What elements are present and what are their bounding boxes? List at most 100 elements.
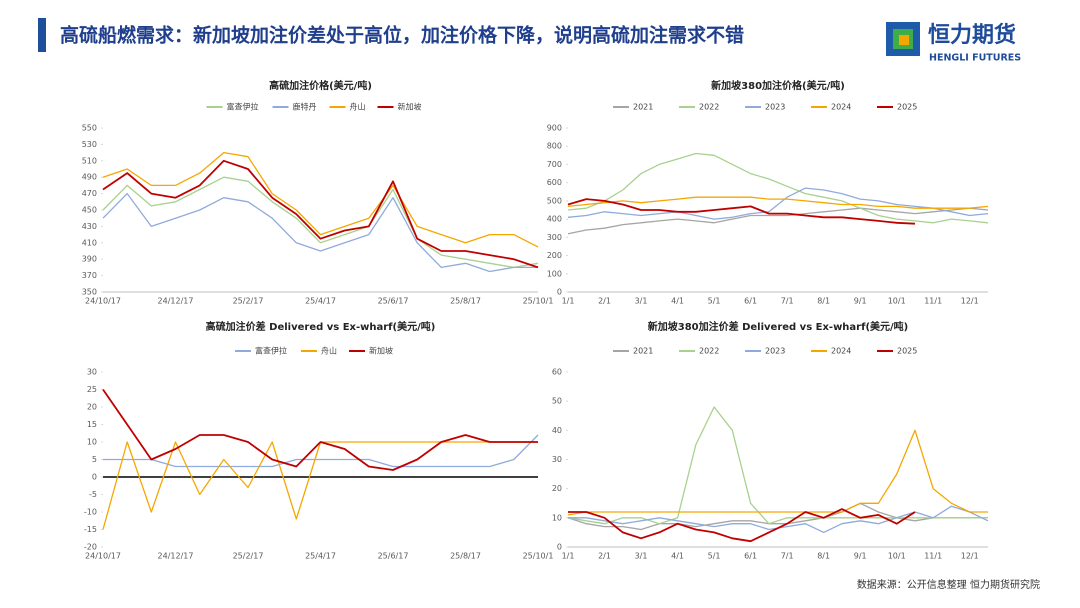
x-tick-label: 6/1: [744, 552, 757, 561]
x-tick-label: 5/1: [708, 552, 721, 561]
legend-label: 2021: [633, 347, 653, 356]
x-tick-label: 8/1: [817, 552, 830, 561]
x-tick-label: 6/1: [744, 297, 757, 306]
x-tick-label: 25/4/17: [305, 552, 336, 561]
series-line: [567, 187, 989, 220]
series-line: [102, 176, 539, 269]
y-tick-label: 430: [82, 222, 97, 231]
legend-label: 2024: [831, 347, 851, 356]
series-line: [102, 192, 538, 273]
x-tick-label: 25/10/1: [523, 552, 554, 561]
y-tick-label: 60: [552, 368, 562, 377]
y-tick-label: 410: [82, 238, 97, 247]
slide-title: 高硫船燃需求：新加坡加注价差处于高位，加注价格下降，说明高硫加注需求不错: [60, 24, 744, 47]
x-tick-label: 25/8/17: [450, 297, 481, 306]
chart: 新加坡380加注价差 Delivered vs Ex-wharf(美元/吨) 20…: [552, 320, 989, 561]
chart-title: 新加坡380加注价格(美元/吨): [711, 79, 845, 92]
y-tick-label: 10: [87, 438, 97, 447]
y-tick-label: 600: [547, 178, 562, 187]
y-tick-label: 530: [82, 140, 97, 149]
x-tick-label: 4/1: [671, 552, 684, 561]
legend-label: 鹿特丹: [293, 102, 317, 112]
x-tick-label: 12/1: [961, 552, 979, 561]
logo-cn: 恒力期货: [928, 22, 1016, 48]
y-tick-label: -15: [84, 525, 97, 534]
series-line: [103, 434, 539, 468]
y-tick-label: 550: [82, 124, 97, 133]
y-tick-label: 0: [92, 473, 97, 482]
chart: 新加坡380加注价格(美元/吨) 2021 2022 2023 2024 2025 0 100…: [547, 79, 989, 306]
x-tick-label: 2/1: [598, 297, 611, 306]
x-tick-label: 12/1: [961, 297, 979, 306]
y-tick-label: 30: [552, 455, 562, 464]
x-tick-label: 9/1: [854, 297, 867, 306]
legend-label: 富查伊拉: [255, 346, 287, 356]
series-line: [567, 502, 988, 531]
legend-label: 舟山: [350, 102, 366, 112]
y-tick-label: -10: [84, 508, 97, 517]
legend-label: 舟山: [321, 346, 337, 356]
x-tick-label: 24/10/17: [85, 552, 121, 561]
x-tick-label: 1/1: [562, 297, 575, 306]
y-tick-label: 10: [552, 513, 562, 522]
y-tick-label: 470: [82, 189, 97, 198]
chart: 高硫加注价格(美元/吨) 富查伊拉 鹿特丹 舟山 新加坡 350 370 390 410 430 4…: [82, 79, 554, 306]
x-tick-label: 11/1: [924, 552, 942, 561]
y-tick-label: 0: [557, 543, 562, 552]
y-tick-label: 800: [547, 142, 562, 151]
legend-label: 2022: [699, 103, 719, 112]
y-tick-label: 900: [547, 124, 562, 133]
y-tick-label: -20: [84, 543, 97, 552]
y-tick-label: -5: [89, 490, 97, 499]
x-tick-label: 25/2/17: [233, 552, 264, 561]
legend-label: 2025: [897, 347, 917, 356]
source-note: 数据来源：公开信息整理 恒力期货研究院: [857, 578, 1040, 591]
x-tick-label: 24/12/17: [158, 552, 194, 561]
y-tick-label: 40: [552, 426, 562, 435]
x-tick-label: 25/4/17: [305, 297, 336, 306]
chart-title: 高硫加注价差 Delivered vs Ex-wharf(美元/吨): [206, 320, 436, 333]
legend-label: 2023: [765, 347, 785, 356]
y-tick-label: 370: [82, 271, 97, 280]
x-tick-label: 4/1: [671, 297, 684, 306]
y-tick-label: 20: [552, 484, 562, 493]
y-tick-label: 500: [547, 196, 562, 205]
x-tick-label: 25/10/1: [523, 297, 554, 306]
x-tick-label: 25/2/17: [233, 297, 264, 306]
y-tick-label: 50: [552, 397, 562, 406]
chart-title: 高硫加注价格(美元/吨): [269, 79, 372, 92]
x-tick-label: 11/1: [924, 297, 942, 306]
chart-title: 新加坡380加注价差 Delivered vs Ex-wharf(美元/吨): [648, 320, 909, 333]
x-tick-label: 25/6/17: [378, 552, 409, 561]
y-tick-label: 400: [547, 215, 562, 224]
series-line: [567, 198, 916, 225]
series-line: [567, 152, 989, 224]
series-line: [102, 159, 539, 269]
legend-label: 2021: [633, 103, 653, 112]
x-tick-label: 1/1: [562, 552, 575, 561]
series-line: [102, 388, 538, 471]
x-tick-label: 3/1: [635, 552, 648, 561]
x-tick-label: 24/12/17: [158, 297, 194, 306]
series-line: [568, 508, 916, 543]
x-tick-label: 7/1: [781, 552, 794, 561]
legend-label: 富查伊拉: [227, 102, 259, 112]
x-tick-label: 8/1: [817, 297, 830, 306]
x-tick-label: 3/1: [635, 297, 648, 306]
series-line: [567, 196, 989, 209]
series-line: [567, 429, 988, 516]
series-line: [567, 207, 989, 235]
y-tick-label: 510: [82, 156, 97, 165]
y-tick-label: 350: [82, 288, 97, 297]
legend-label: 2025: [897, 103, 917, 112]
y-tick-label: 390: [82, 255, 97, 264]
x-tick-label: 24/10/17: [85, 297, 121, 306]
legend-label: 2023: [765, 103, 785, 112]
y-tick-label: 25: [87, 385, 97, 394]
x-tick-label: 9/1: [854, 552, 867, 561]
legend-label: 2022: [699, 347, 719, 356]
y-tick-label: 490: [82, 173, 97, 182]
series-line: [102, 441, 538, 530]
y-tick-label: 30: [87, 368, 97, 377]
